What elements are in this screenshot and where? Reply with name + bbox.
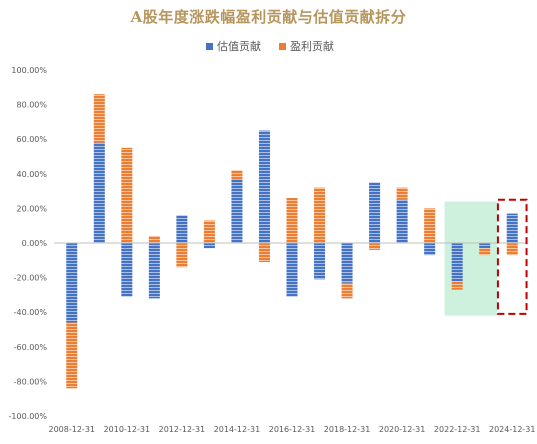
- y-tick-label: -100.00%: [9, 412, 48, 421]
- x-tick-label: 2016-12-31: [269, 425, 316, 434]
- bar-earnings-2014-12-31: [231, 170, 243, 179]
- y-tick-label: 100.00%: [11, 66, 47, 75]
- bar-earnings-2020-12-31: [396, 187, 408, 200]
- bar-earnings-2023-12-31: [479, 248, 491, 256]
- x-tick-label: 2014-12-31: [214, 425, 261, 434]
- legend-item-earnings: 盈利贡献: [279, 38, 334, 54]
- y-tick-label: -80.00%: [14, 377, 48, 386]
- x-tick-label: 2022-12-31: [434, 425, 481, 434]
- x-tick-label: 2008-12-31: [49, 425, 96, 434]
- highlight-box: [496, 198, 528, 315]
- bar-valuation-2016-12-31: [286, 243, 298, 297]
- bar-valuation-2010-12-31: [121, 243, 133, 297]
- bar-valuation-2017-12-31: [314, 243, 326, 280]
- y-tick-label: 60.00%: [16, 135, 47, 144]
- bar-valuation-2015-12-31: [258, 130, 270, 243]
- bar-earnings-2021-12-31: [424, 208, 436, 243]
- y-tick-label: -40.00%: [14, 308, 48, 317]
- legend-swatch-earnings: [279, 42, 286, 50]
- bar-earnings-2011-12-31: [148, 236, 160, 243]
- x-tick-label: 2020-12-31: [379, 425, 426, 434]
- bar-earnings-2013-12-31: [203, 220, 215, 243]
- x-tick-label: 2018-12-31: [324, 425, 371, 434]
- y-tick-label: 40.00%: [16, 170, 47, 179]
- bar-valuation-2020-12-31: [396, 199, 408, 243]
- legend-swatch-valuation: [206, 42, 213, 50]
- bar-earnings-2017-12-31: [314, 187, 326, 243]
- bar-earnings-2008-12-31: [66, 322, 78, 389]
- legend-item-valuation: 估值贡献: [206, 38, 261, 54]
- chart-legend: 估值贡献 盈利贡献: [206, 38, 334, 54]
- bar-earnings-2015-12-31: [258, 243, 270, 263]
- legend-label-earnings: 盈利贡献: [290, 40, 334, 53]
- bar-earnings-2016-12-31: [286, 198, 298, 243]
- bar-valuation-2008-12-31: [66, 243, 78, 323]
- y-tick-label: 0.00%: [22, 239, 48, 248]
- y-tick-label: 20.00%: [16, 204, 47, 213]
- bar-earnings-2009-12-31: [93, 94, 105, 143]
- bar-valuation-2014-12-31: [231, 178, 243, 243]
- bar-valuation-2012-12-31: [176, 215, 188, 243]
- x-tick-label: 2024-12-31: [489, 425, 536, 434]
- bar-valuation-2023-12-31: [479, 243, 491, 249]
- bar-valuation-2021-12-31: [424, 243, 436, 256]
- bar-valuation-2009-12-31: [93, 142, 105, 243]
- bar-earnings-2024-12-31: [506, 243, 518, 256]
- bar-valuation-2018-12-31: [341, 243, 353, 283]
- bar-earnings-2022-12-31: [451, 281, 463, 290]
- y-tick-label: -20.00%: [14, 274, 48, 283]
- y-tick-label: -60.00%: [14, 343, 48, 352]
- bar-earnings-2018-12-31: [341, 282, 353, 299]
- x-tick-label: 2012-12-31: [159, 425, 206, 434]
- legend-label-valuation: 估值贡献: [217, 40, 261, 53]
- bar-valuation-2019-12-31: [369, 182, 381, 243]
- x-tick-label: 2010-12-31: [104, 425, 151, 434]
- bar-earnings-2012-12-31: [176, 243, 188, 268]
- bar-valuation-2013-12-31: [203, 243, 215, 249]
- bar-valuation-2022-12-31: [451, 243, 463, 282]
- y-tick-label: 80.00%: [16, 101, 47, 110]
- bar-earnings-2010-12-31: [121, 147, 133, 243]
- bar-valuation-2011-12-31: [148, 243, 160, 299]
- bar-earnings-2019-12-31: [369, 243, 381, 250]
- bar-valuation-2024-12-31: [506, 213, 518, 243]
- chart-title: A股年度涨跌幅盈利贡献与估值贡献拆分: [130, 8, 407, 26]
